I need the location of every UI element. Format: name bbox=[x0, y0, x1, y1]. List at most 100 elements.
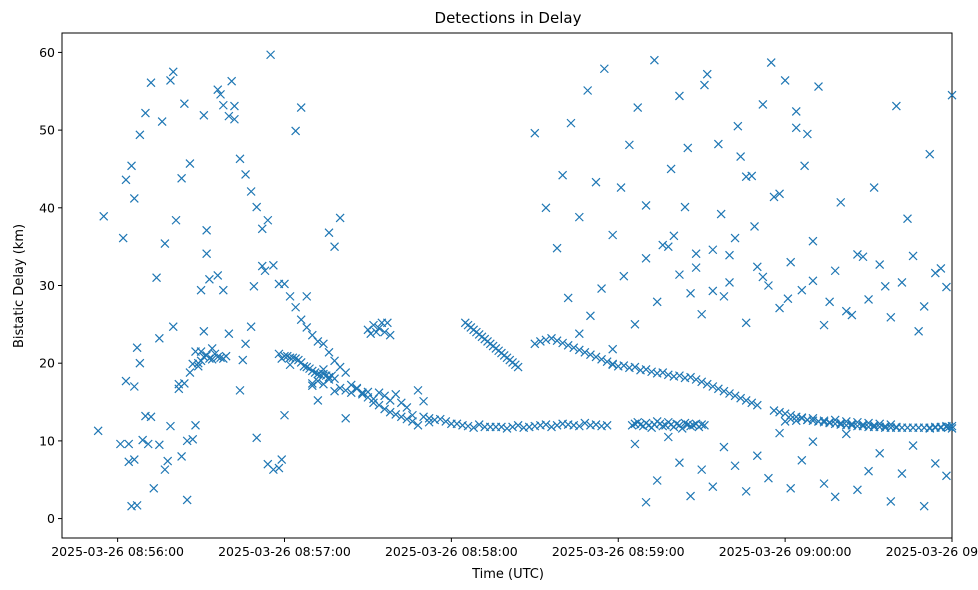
data-point-marker bbox=[146, 412, 156, 422]
data-point-marker bbox=[636, 420, 645, 429]
data-point-marker bbox=[602, 420, 612, 430]
data-point-marker bbox=[574, 421, 584, 431]
data-point-marker bbox=[627, 420, 637, 430]
data-point-marker bbox=[925, 149, 935, 159]
data-point-marker bbox=[741, 396, 751, 405]
data-point-marker bbox=[124, 439, 134, 449]
data-point-marker bbox=[597, 284, 606, 294]
y-tick-label: 50 bbox=[39, 123, 55, 138]
data-point-marker bbox=[502, 424, 512, 433]
data-point-marker bbox=[424, 413, 434, 423]
data-point-marker bbox=[152, 273, 161, 283]
data-point-marker bbox=[257, 261, 267, 271]
data-point-marker bbox=[563, 340, 573, 350]
data-point-marker bbox=[814, 82, 823, 92]
data-point-marker bbox=[157, 117, 167, 126]
data-point-marker bbox=[135, 358, 145, 368]
data-point-marker bbox=[780, 75, 790, 85]
data-point-marker bbox=[341, 368, 351, 377]
chart-title: Detections in Delay bbox=[435, 9, 582, 27]
data-point-marker bbox=[307, 366, 317, 376]
data-point-marker bbox=[658, 421, 668, 431]
x-tick-label: 2025-03-26 08:59:00 bbox=[552, 544, 685, 559]
data-point-marker bbox=[252, 202, 262, 212]
data-point-marker bbox=[246, 187, 256, 196]
data-point-marker bbox=[291, 354, 301, 363]
data-point-marker bbox=[168, 322, 178, 332]
data-point-marker bbox=[836, 197, 846, 207]
data-point-marker bbox=[268, 465, 278, 475]
data-markers bbox=[93, 50, 957, 511]
data-point-marker bbox=[558, 338, 568, 348]
data-point-marker bbox=[841, 417, 851, 426]
data-point-marker bbox=[930, 458, 940, 468]
y-tick-label: 30 bbox=[39, 278, 55, 293]
data-point-marker bbox=[313, 376, 323, 386]
data-point-marker bbox=[641, 201, 651, 210]
y-tick-label: 10 bbox=[39, 433, 55, 448]
data-point-marker bbox=[179, 99, 189, 109]
y-tick-label: 20 bbox=[39, 356, 55, 371]
data-point-marker bbox=[825, 297, 835, 307]
data-point-marker bbox=[260, 266, 270, 276]
data-point-marker bbox=[374, 400, 384, 410]
data-point-marker bbox=[302, 291, 312, 301]
data-point-marker bbox=[143, 439, 153, 449]
data-point-marker bbox=[619, 361, 629, 370]
data-point-marker bbox=[847, 310, 857, 320]
data-point-marker bbox=[903, 214, 912, 224]
data-point-marker bbox=[802, 129, 812, 139]
data-point-marker bbox=[230, 101, 239, 111]
data-point-marker bbox=[129, 455, 139, 464]
data-point-marker bbox=[725, 389, 734, 398]
data-point-marker bbox=[736, 152, 746, 161]
data-point-marker bbox=[741, 318, 751, 328]
data-point-marker bbox=[880, 421, 890, 431]
data-point-marker bbox=[769, 406, 779, 416]
data-point-marker bbox=[135, 130, 145, 140]
data-point-marker bbox=[886, 497, 896, 506]
data-point-marker bbox=[608, 230, 618, 240]
data-point-marker bbox=[154, 333, 164, 343]
data-point-marker bbox=[280, 279, 289, 289]
data-point-marker bbox=[853, 249, 862, 259]
data-point-marker bbox=[268, 260, 278, 270]
data-point-marker bbox=[688, 420, 698, 430]
data-point-marker bbox=[719, 291, 729, 301]
data-point-marker bbox=[797, 285, 807, 295]
data-point-marker bbox=[669, 231, 679, 241]
data-point-marker bbox=[652, 297, 662, 307]
data-point-marker bbox=[897, 277, 907, 287]
data-point-marker bbox=[474, 420, 484, 429]
data-point-marker bbox=[246, 322, 256, 332]
data-point-marker bbox=[235, 385, 245, 395]
data-point-marker bbox=[330, 242, 339, 252]
data-point-marker bbox=[385, 330, 395, 340]
data-point-marker bbox=[853, 417, 862, 427]
data-point-marker bbox=[196, 347, 206, 356]
data-point-marker bbox=[716, 209, 726, 219]
data-point-marker bbox=[230, 114, 239, 124]
data-point-marker bbox=[366, 329, 376, 339]
data-point-marker bbox=[641, 253, 651, 263]
data-point-marker bbox=[182, 436, 192, 446]
data-point-marker bbox=[608, 344, 618, 354]
data-point-marker bbox=[786, 257, 796, 267]
data-point-marker bbox=[307, 381, 317, 391]
data-point-marker bbox=[608, 360, 618, 370]
data-point-marker bbox=[853, 485, 862, 495]
data-point-marker bbox=[313, 337, 323, 346]
data-point-marker bbox=[658, 368, 668, 377]
data-point-marker bbox=[566, 118, 576, 128]
data-point-marker bbox=[341, 413, 351, 423]
data-point-marker bbox=[675, 91, 684, 101]
data-point-marker bbox=[858, 420, 868, 429]
data-point-marker bbox=[730, 391, 740, 401]
data-point-marker bbox=[875, 260, 885, 269]
data-point-marker bbox=[908, 251, 918, 261]
data-point-marker bbox=[569, 343, 579, 353]
data-point-marker bbox=[766, 58, 776, 67]
data-point-marker bbox=[672, 419, 682, 429]
data-point-marker bbox=[307, 378, 317, 388]
data-point-marker bbox=[741, 486, 751, 496]
